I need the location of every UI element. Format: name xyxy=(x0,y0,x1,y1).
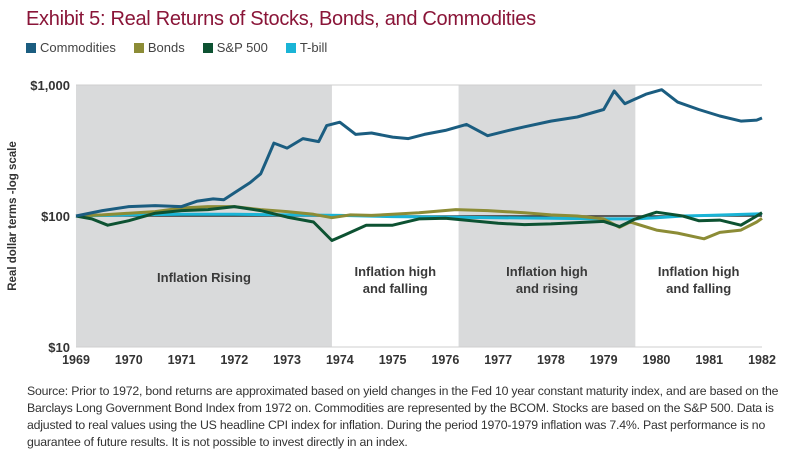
legend-item-tbill: T-bill xyxy=(285,40,328,55)
y-tick-label: $1,000 xyxy=(30,78,70,93)
legend-label: Bonds xyxy=(147,40,185,55)
legend-item-commodities: Commodities xyxy=(26,40,116,55)
regime-label: Inflation Rising xyxy=(157,270,251,285)
x-tick-label: 1979 xyxy=(590,353,618,367)
x-tick-label: 1982 xyxy=(748,353,776,367)
x-tick-label: 1974 xyxy=(326,353,354,367)
x-tick-label: 1969 xyxy=(62,353,90,367)
y-axis-label: Real dollar terms -log scale xyxy=(7,141,19,291)
legend-item-bonds: Bonds xyxy=(133,40,185,55)
x-tick-label: 1977 xyxy=(484,353,512,367)
x-tick-label: 1972 xyxy=(220,353,248,367)
regime-label: Inflation high and falling xyxy=(658,264,740,296)
legend-swatch xyxy=(26,42,36,53)
x-tick-label: 1970 xyxy=(115,353,143,367)
legend-label: Commodities xyxy=(40,40,116,55)
x-tick-label: 1980 xyxy=(643,353,671,367)
series-line-bonds xyxy=(75,205,763,241)
series-line-t-bill xyxy=(75,212,763,221)
legend: Commodities Bonds S&P 500 T-bill xyxy=(26,40,327,55)
y-tick-label: $10 xyxy=(48,340,70,355)
x-tick-label: 1973 xyxy=(273,353,301,367)
x-tick-label: 1976 xyxy=(431,353,459,367)
legend-swatch xyxy=(202,42,213,53)
y-tick-label: $100 xyxy=(41,209,70,224)
legend-label: T-bill xyxy=(299,40,328,55)
legend-label: S&P 500 xyxy=(216,40,268,55)
legend-swatch xyxy=(285,42,296,53)
chart-title: Exhibit 5: Real Returns of Stocks, Bonds… xyxy=(26,8,536,30)
series-line-s-p-500 xyxy=(75,205,763,242)
x-tick-label: 1975 xyxy=(379,353,407,367)
regime-label: Inflation high and falling xyxy=(354,264,436,296)
x-tick-label: 1971 xyxy=(168,353,196,367)
source-note: Source: Prior to 1972, bond returns are … xyxy=(27,384,779,449)
x-tick-label: 1981 xyxy=(695,353,723,367)
series-line-commodities xyxy=(75,88,763,218)
x-tick-label: 1978 xyxy=(537,353,565,367)
legend-item-sp500: S&P 500 xyxy=(202,40,268,55)
regime-label: Inflation high and rising xyxy=(506,264,588,296)
legend-swatch xyxy=(133,42,144,53)
